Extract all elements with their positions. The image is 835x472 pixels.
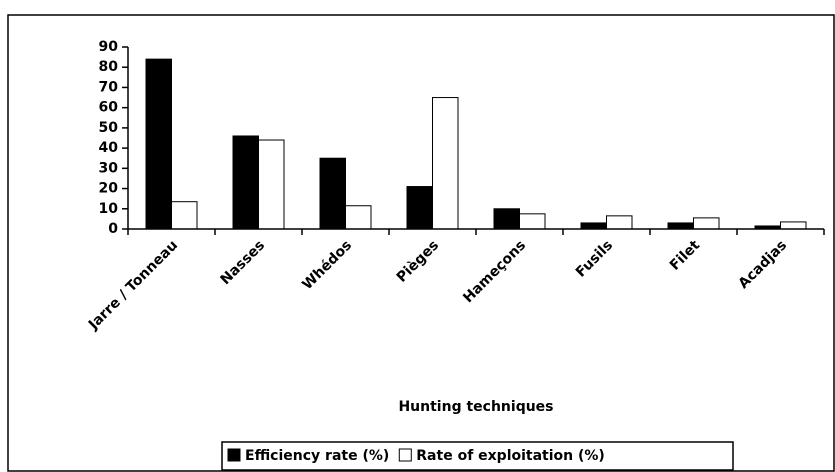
bar: [667, 222, 694, 230]
legend-box: [221, 441, 734, 471]
legend-label: Rate of exploitation (%): [416, 448, 605, 464]
y-tick-label: 80: [99, 59, 119, 75]
bar: [432, 97, 459, 230]
bar: [145, 58, 172, 230]
bar: [780, 221, 807, 230]
bar: [319, 157, 346, 230]
bar: [693, 217, 720, 230]
y-tick-label: 10: [99, 201, 119, 217]
y-tick-label: 60: [99, 100, 119, 116]
bar: [232, 135, 259, 230]
y-tick-label: 90: [99, 39, 119, 55]
y-tick-label: 20: [99, 181, 119, 197]
bar: [519, 213, 546, 230]
legend-swatch: [227, 448, 241, 462]
bar: [606, 215, 633, 230]
bar: [406, 186, 433, 230]
y-tick-label: 50: [99, 120, 119, 136]
y-tick-label: 30: [99, 160, 119, 176]
bar: [493, 208, 520, 230]
legend-label: Efficiency rate (%): [245, 448, 389, 464]
bar: [345, 205, 372, 230]
y-tick-label: 0: [108, 221, 118, 237]
legend-swatch: [398, 448, 412, 462]
bar: [258, 139, 285, 230]
y-tick-label: 70: [99, 79, 119, 95]
bar: [171, 201, 198, 230]
y-tick-label: 40: [99, 140, 119, 156]
x-axis-title: Hunting techniques: [398, 399, 553, 415]
bar: [580, 222, 607, 230]
